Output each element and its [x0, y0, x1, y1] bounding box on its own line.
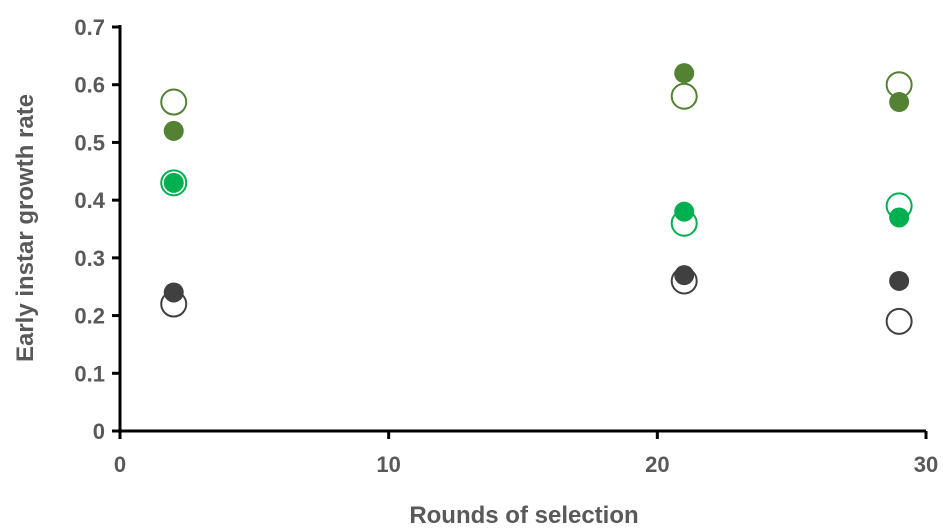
- y-tick-label: 0.3: [74, 246, 105, 271]
- y-tick-label: 0.1: [74, 361, 105, 386]
- data-point-filled: [889, 270, 910, 291]
- data-point-filled: [163, 120, 184, 141]
- data-point-open: [885, 307, 913, 335]
- y-tick-label: 0: [93, 419, 105, 444]
- data-point-filled: [163, 172, 184, 193]
- x-tick-label: 20: [645, 452, 669, 477]
- data-point-filled: [889, 207, 910, 228]
- data-point-open: [670, 82, 698, 110]
- data-point-filled: [674, 63, 695, 84]
- y-tick-label: 0.5: [74, 130, 105, 155]
- data-point-filled: [163, 282, 184, 303]
- y-axis: 0 0.1 0.2 0.3 0.4 0.5 0.6 0.7: [74, 15, 122, 444]
- y-axis-title: Early instar growth rate: [12, 94, 39, 362]
- data-point-open: [160, 88, 188, 116]
- x-tick-label: 10: [376, 452, 400, 477]
- x-tick-label: 30: [914, 452, 938, 477]
- y-tick-label: 0.6: [74, 73, 105, 98]
- data-points: [160, 63, 913, 335]
- data-point-filled: [674, 201, 695, 222]
- data-point-filled: [674, 265, 695, 286]
- y-tick-label: 0.4: [74, 188, 105, 213]
- x-axis: 0 10 20 30: [114, 429, 938, 477]
- data-point-filled: [889, 92, 910, 113]
- y-tick-label: 0.2: [74, 304, 105, 329]
- x-axis-title: Rounds of selection: [409, 502, 638, 529]
- x-tick-label: 0: [114, 452, 126, 477]
- y-tick-label: 0.7: [74, 15, 105, 40]
